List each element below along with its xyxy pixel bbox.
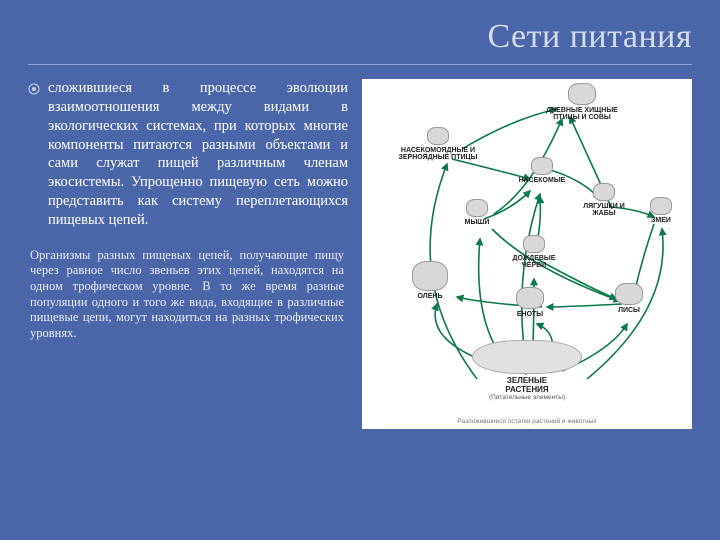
diagram-column: ДНЕВНЫЕ ХИЩНЫЕПТИЦЫ И СОВЫ НАСЕКОМОЯДНЫЕ… (362, 79, 692, 429)
organism-icon (516, 287, 544, 309)
organism-icon (466, 199, 488, 217)
organism-icon (523, 235, 545, 253)
content-row: сложившиеся в процессе эволюции взаимоот… (28, 79, 692, 429)
node-seedbirds: НАСЕКОМОЯДНЫЕ ИЗЕРНОЯДНЫЕ ПТИЦЫ (390, 127, 486, 162)
node-insects: НАСЕКОМЫЕ (512, 157, 572, 184)
node-raccoon: ЕНОТЫ (502, 287, 558, 318)
node-label: ДНЕВНЫЕ ХИЩНЫЕПТИЦЫ И СОВЫ (532, 107, 632, 122)
node-fox: ЛИСЫ (604, 283, 654, 314)
body-paragraph: сложившиеся в процессе эволюции взаимоот… (28, 79, 348, 230)
node-label: ЛЯГУШКИ ИЖАБЫ (574, 203, 634, 218)
node-label: МЫШИ (452, 219, 502, 226)
node-frogs: ЛЯГУШКИ ИЖАБЫ (574, 183, 634, 218)
node-worms: ДОЖДЕВЫЕЧЕРВИ (504, 235, 564, 270)
node-mice: МЫШИ (452, 199, 502, 226)
node-label: ЛИСЫ (604, 307, 654, 314)
node-label: НАСЕКОМОЯДНЫЕ ИЗЕРНОЯДНЫЕ ПТИЦЫ (390, 147, 486, 162)
node-raptors: ДНЕВНЫЕ ХИЩНЫЕПТИЦЫ И СОВЫ (532, 83, 632, 122)
paragraph-2: Организмы разных пищевых цепей, получающ… (30, 248, 348, 342)
node-deer: ОЛЕНЬ (400, 261, 460, 300)
node-label: ДОЖДЕВЫЕЧЕРВИ (504, 255, 564, 270)
organism-icon (531, 157, 553, 175)
organism-icon (427, 127, 449, 145)
bullet-icon (28, 83, 40, 95)
node-snakes: ЗМЕИ (638, 197, 684, 224)
node-label: ОЛЕНЬ (400, 293, 460, 300)
plants-sublabel: (Питательные элементы) (467, 394, 587, 401)
food-web-diagram: ДНЕВНЫЕ ХИЩНЫЕПТИЦЫ И СОВЫ НАСЕКОМОЯДНЫЕ… (362, 79, 692, 429)
organism-icon (412, 261, 448, 291)
decomposers-label: Разложившиеся остатки растений и животны… (457, 418, 596, 425)
slide: Сети питания сложившиеся в процессе эвол… (0, 0, 720, 540)
node-label: ЗМЕИ (638, 217, 684, 224)
organism-icon (568, 83, 596, 105)
organism-icon (615, 283, 643, 305)
plants-label: ЗЕЛЕНЫЕРАСТЕНИЯ (467, 376, 587, 394)
organism-icon (593, 183, 615, 201)
node-label: ЕНОТЫ (502, 311, 558, 318)
plants-icon (472, 340, 582, 374)
node-label: НАСЕКОМЫЕ (512, 177, 572, 184)
organism-icon (650, 197, 672, 215)
slide-title: Сети питания (28, 18, 692, 56)
title-underline (28, 64, 692, 65)
text-column: сложившиеся в процессе эволюции взаимоот… (28, 79, 348, 429)
paragraph-1: сложившиеся в процессе эволюции взаимоот… (48, 79, 348, 230)
node-plants: ЗЕЛЕНЫЕРАСТЕНИЯ (Питательные элементы) (467, 340, 587, 401)
